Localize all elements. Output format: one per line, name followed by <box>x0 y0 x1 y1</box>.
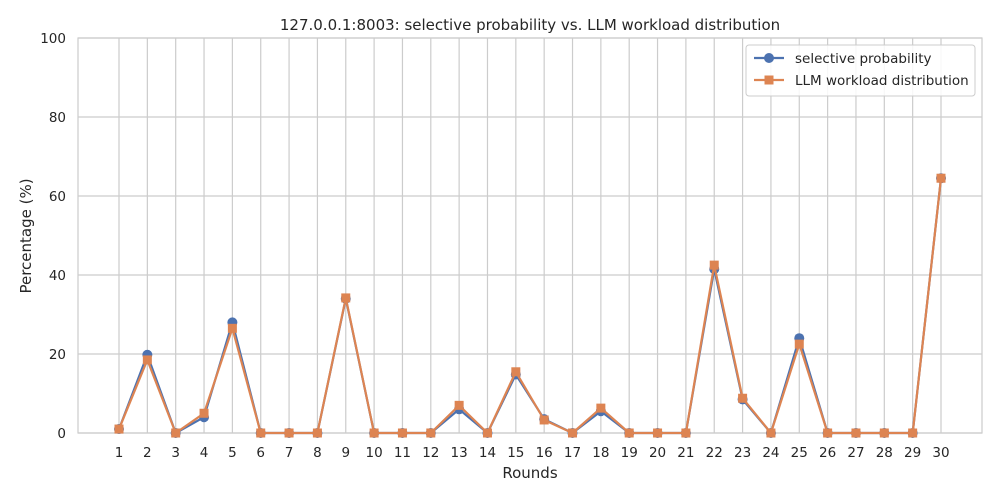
data-point <box>539 415 549 425</box>
data-point <box>171 428 181 438</box>
data-point <box>511 367 521 377</box>
y-axis-label: Percentage (%) <box>17 178 35 293</box>
data-point <box>284 428 294 438</box>
x-tick-label: 8 <box>313 445 322 461</box>
data-point <box>199 408 209 418</box>
x-tick-label: 3 <box>171 445 180 461</box>
data-point <box>794 339 804 349</box>
x-tick-label: 29 <box>904 445 921 461</box>
data-point <box>709 260 719 270</box>
x-tick-label: 17 <box>564 445 581 461</box>
y-tick-label: 60 <box>49 189 66 205</box>
y-tick-label: 20 <box>49 347 66 363</box>
data-point <box>142 355 152 365</box>
data-point <box>426 428 436 438</box>
data-point <box>227 323 237 333</box>
legend-label: LLM workload distribution <box>795 73 969 89</box>
x-tick-label: 9 <box>341 445 350 461</box>
data-point <box>397 428 407 438</box>
x-tick-label: 23 <box>734 445 751 461</box>
y-tick-label: 0 <box>57 426 66 442</box>
x-tick-label: 4 <box>200 445 209 461</box>
data-point <box>482 428 492 438</box>
x-tick-label: 24 <box>762 445 779 461</box>
data-point <box>908 428 918 438</box>
chart-title: 127.0.0.1:8003: selective probability vs… <box>280 16 780 34</box>
y-tick-label: 100 <box>40 31 66 47</box>
grid <box>78 37 982 434</box>
legend-box <box>745 44 976 97</box>
x-tick-label: 21 <box>677 445 694 461</box>
data-point <box>454 400 464 410</box>
x-tick-label: 26 <box>819 445 836 461</box>
x-tick-label: 5 <box>228 445 237 461</box>
data-point <box>936 173 946 183</box>
data-point <box>766 428 776 438</box>
data-point <box>624 428 634 438</box>
x-tick-label: 14 <box>479 445 496 461</box>
data-point <box>738 393 748 403</box>
x-tick-label: 25 <box>791 445 808 461</box>
legend-marker <box>764 53 774 63</box>
x-tick-label: 6 <box>256 445 265 461</box>
x-tick-label: 16 <box>536 445 553 461</box>
x-tick-label: 7 <box>285 445 294 461</box>
legend-marker <box>764 75 774 85</box>
x-tick-label: 19 <box>621 445 638 461</box>
x-tick-label: 18 <box>592 445 609 461</box>
data-point <box>823 428 833 438</box>
y-tick-label: 40 <box>49 268 66 284</box>
series-1 <box>114 173 946 438</box>
series-line <box>117 178 943 435</box>
data-point <box>879 428 889 438</box>
data-point <box>369 428 379 438</box>
plot-frame <box>77 37 983 434</box>
data-point <box>341 293 351 303</box>
x-tick-label: 20 <box>649 445 666 461</box>
x-tick-label: 22 <box>706 445 723 461</box>
data-point <box>312 428 322 438</box>
legend: selective probability LLM workload distri… <box>745 44 976 97</box>
data-point <box>596 403 606 413</box>
x-tick-label: 15 <box>507 445 524 461</box>
data-point <box>568 428 578 438</box>
x-axis-label: Rounds <box>502 464 557 482</box>
series-2 <box>114 173 946 438</box>
legend-label: selective probability <box>795 51 931 67</box>
data-point <box>851 428 861 438</box>
x-tick-label: 2 <box>143 445 152 461</box>
x-tick-label: 30 <box>932 445 949 461</box>
series-layer <box>114 173 946 438</box>
x-tick-label: 28 <box>876 445 893 461</box>
data-point <box>256 428 266 438</box>
data-point <box>114 424 124 434</box>
x-tick-label: 10 <box>366 445 383 461</box>
x-tick-label: 12 <box>422 445 439 461</box>
x-tick-label: 27 <box>847 445 864 461</box>
x-tick-label: 13 <box>451 445 468 461</box>
data-point <box>653 428 663 438</box>
y-tick-label: 80 <box>49 110 66 126</box>
x-tick-label: 1 <box>115 445 124 461</box>
data-point <box>681 428 691 438</box>
x-tick-label: 11 <box>394 445 411 461</box>
tick-labels: 1 2 3 4 5 6 7 8 9 10 11 12 13 14 15 16 17 18 19 20 21 22 23 24 2… <box>40 31 949 461</box>
